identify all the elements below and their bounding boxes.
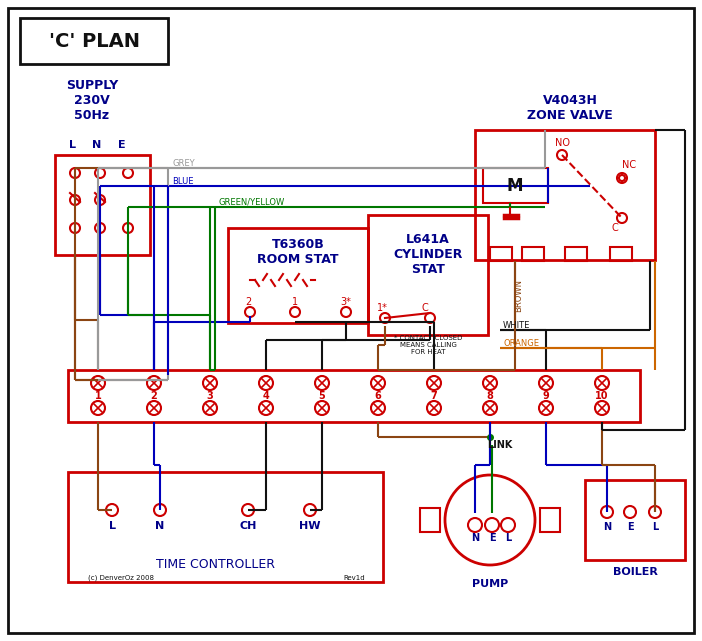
Text: ORANGE: ORANGE — [503, 338, 539, 347]
Text: GREY: GREY — [172, 158, 194, 167]
Text: 6: 6 — [375, 391, 381, 401]
Bar — [565, 247, 587, 261]
Bar — [368, 215, 488, 335]
Text: HW: HW — [299, 521, 321, 531]
Text: L: L — [109, 521, 116, 531]
Text: L: L — [505, 533, 511, 543]
Bar — [228, 228, 368, 323]
Text: 7: 7 — [430, 391, 437, 401]
Text: SUPPLY
230V
50Hz: SUPPLY 230V 50Hz — [66, 78, 118, 122]
Text: LINK: LINK — [487, 440, 512, 450]
Bar — [475, 130, 655, 260]
Bar — [490, 247, 512, 261]
Text: 9: 9 — [543, 391, 550, 401]
Text: 3*: 3* — [340, 297, 352, 307]
Text: BOILER: BOILER — [613, 567, 658, 577]
Text: 10: 10 — [595, 391, 609, 401]
Text: 4: 4 — [263, 391, 270, 401]
Text: 2: 2 — [151, 391, 157, 401]
Bar — [585, 480, 685, 560]
Text: NO: NO — [555, 138, 570, 148]
Bar — [68, 472, 383, 582]
Text: C: C — [611, 223, 618, 233]
Text: BLUE: BLUE — [172, 176, 194, 185]
Text: N: N — [471, 533, 479, 543]
Bar — [420, 508, 440, 532]
Text: L: L — [69, 140, 76, 150]
Text: WHITE: WHITE — [503, 320, 531, 329]
Bar — [522, 247, 544, 261]
Text: PUMP: PUMP — [472, 579, 508, 589]
Text: T6360B
ROOM STAT: T6360B ROOM STAT — [257, 238, 339, 266]
Bar — [483, 168, 548, 203]
Text: V4043H
ZONE VALVE: V4043H ZONE VALVE — [527, 94, 613, 122]
Text: N: N — [603, 522, 611, 532]
Text: 8: 8 — [486, 391, 494, 401]
Text: GREEN/YELLOW: GREEN/YELLOW — [218, 197, 284, 206]
Text: L: L — [652, 522, 658, 532]
Text: TIME CONTROLLER: TIME CONTROLLER — [156, 558, 274, 570]
Text: E: E — [627, 522, 633, 532]
Bar — [68, 370, 640, 422]
Text: L641A
CYLINDER
STAT: L641A CYLINDER STAT — [393, 233, 463, 276]
Text: 1*: 1* — [376, 303, 388, 313]
Text: 1: 1 — [292, 297, 298, 307]
Text: 'C' PLAN: 'C' PLAN — [48, 31, 140, 51]
Bar — [55, 155, 150, 255]
Text: * CONTACT CLOSED
MEANS CALLING
FOR HEAT: * CONTACT CLOSED MEANS CALLING FOR HEAT — [394, 335, 462, 355]
Bar — [540, 508, 560, 532]
Bar — [20, 18, 168, 64]
Text: Rev1d: Rev1d — [343, 575, 365, 581]
Text: CH: CH — [239, 521, 257, 531]
Text: N: N — [155, 521, 165, 531]
Text: E: E — [118, 140, 126, 150]
Text: C: C — [422, 303, 428, 313]
Text: 5: 5 — [319, 391, 325, 401]
Text: E: E — [489, 533, 496, 543]
Text: M: M — [507, 177, 523, 195]
Bar — [610, 247, 632, 261]
Text: 2: 2 — [245, 297, 251, 307]
Text: N: N — [93, 140, 102, 150]
Text: (c) DenverOz 2008: (c) DenverOz 2008 — [88, 575, 154, 581]
Text: 1: 1 — [95, 391, 101, 401]
Text: BROWN: BROWN — [515, 278, 524, 312]
Text: 3: 3 — [206, 391, 213, 401]
Text: NC: NC — [622, 160, 636, 170]
